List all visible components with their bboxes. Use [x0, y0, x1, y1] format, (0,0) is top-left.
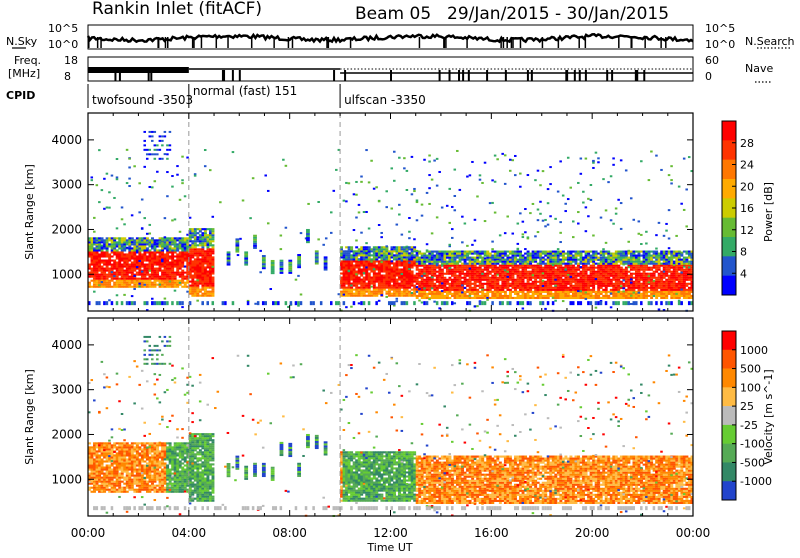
y-tick-label: 2000 [51, 222, 82, 236]
colorbar-tick-label: 24 [740, 159, 754, 172]
y-tick-label: 3000 [51, 178, 82, 192]
freq-label-2: [MHz] [8, 67, 40, 80]
y-tick-label: 4000 [51, 338, 82, 352]
x-tick-label: 00:00 [71, 526, 106, 540]
velocity-colorbar-label: Velocity [m s^-1] [762, 369, 775, 464]
nave-tick-bottom: 0 [705, 70, 712, 83]
colorbar-tick-label: 500 [740, 363, 761, 376]
y-tick-label: 4000 [51, 133, 82, 147]
nsearch-label: N.Search [745, 35, 795, 48]
nsky-tick-top: 10^5 [48, 22, 78, 35]
freq-tick-bottom: 8 [64, 70, 71, 83]
x-tick-label: 16:00 [474, 526, 509, 540]
date-range: 29/Jan/2015 - 30/Jan/2015 [447, 4, 669, 24]
velocity-ylabel: Slant Range [km] [23, 369, 36, 465]
colorbar-tick-label: 28 [740, 137, 754, 150]
y-tick-label: 1000 [51, 472, 82, 486]
x-tick-label: 04:00 [172, 526, 207, 540]
x-tick-label: 20:00 [575, 526, 610, 540]
cpid-segment-label: normal (fast) 151 [193, 84, 297, 98]
colorbar-tick-label: 25 [740, 400, 754, 413]
colorbar-tick-label: 20 [740, 180, 754, 193]
cpid-segment-label: twofsound -3503 [92, 93, 193, 107]
nave-tick-top: 60 [705, 54, 719, 67]
nave-label: Nave [745, 62, 773, 75]
colorbar-tick-label: -1000 [740, 475, 772, 488]
nsky-tick-bottom: 10^0 [48, 38, 78, 51]
x-tick-label: 12:00 [373, 526, 408, 540]
freq-tick-top: 18 [64, 54, 78, 67]
nsearch-tick-bottom: 10^0 [705, 38, 735, 51]
x-tick-label: 08:00 [272, 526, 307, 540]
velocity-panel: 1000 2000 3000 4000 [51, 318, 693, 517]
colorbar-tick-label: 100 [740, 381, 761, 394]
freq-trace [88, 67, 693, 81]
nsky-trace [88, 34, 693, 48]
colorbar-tick-label: 12 [740, 224, 754, 237]
station-title: Rankin Inlet (fitACF) [92, 0, 262, 19]
power-panel: 1000 2000 3000 4000 [51, 113, 693, 312]
beam-title: Beam 05 [355, 4, 431, 24]
colorbar-tick-label: 4 [740, 267, 747, 280]
freq-label-1: Freq. [14, 54, 41, 67]
power-colorbar: 28 24 20 16 12 8 4 [722, 121, 754, 295]
colorbar-tick-label: -25 [740, 419, 758, 432]
y-tick-label: 3000 [51, 383, 82, 397]
x-tick-label: 00:00 [676, 526, 711, 540]
colorbar-tick-label: 16 [740, 202, 754, 215]
colorbar-tick-label: 1000 [740, 344, 768, 357]
y-tick-label: 1000 [51, 267, 82, 281]
power-colorbar-label: Power [dB] [762, 182, 775, 242]
nsearch-tick-top: 10^5 [705, 22, 735, 35]
colorbar-tick-label: 8 [740, 246, 747, 259]
cpid-segment-label: ulfscan -3350 [344, 93, 426, 107]
y-tick-label: 2000 [51, 427, 82, 441]
x-tick-labels: 00:00 04:00 08:00 12:00 16:00 20:00 00:00 [71, 526, 711, 540]
power-ylabel: Slant Range [km] [23, 164, 36, 260]
nsky-label: N.Sky [6, 35, 38, 48]
xlabel: Time UT [366, 541, 412, 554]
cpid-label: CPID [6, 89, 35, 102]
